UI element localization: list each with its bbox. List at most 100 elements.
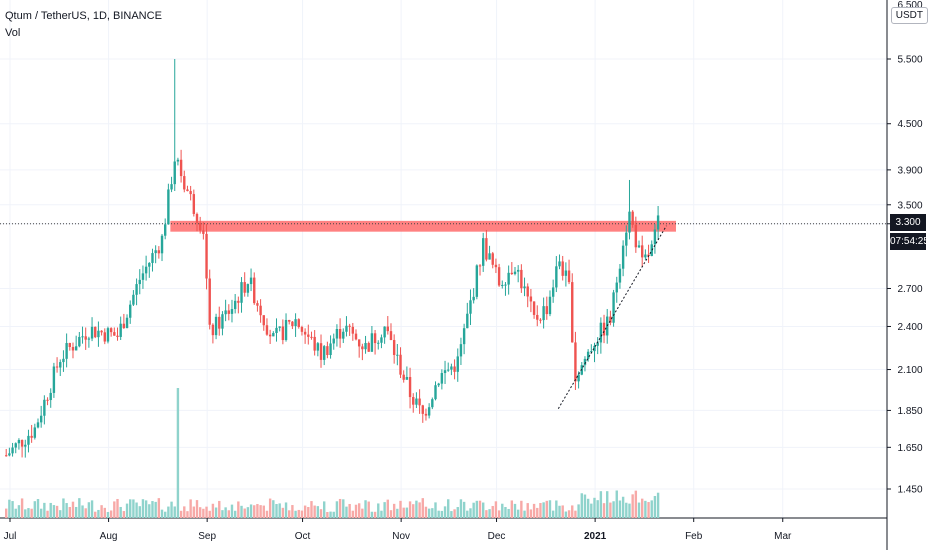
- candle-body: [421, 405, 424, 414]
- candle-body: [198, 222, 202, 231]
- volume-bar: [536, 507, 539, 518]
- candle-body: [609, 316, 612, 323]
- candle-body: [307, 334, 310, 337]
- candle-body: [151, 253, 154, 263]
- volume-bar: [205, 506, 208, 518]
- candle-body: [90, 326, 94, 339]
- candle-body: [618, 268, 622, 283]
- candle-body: [548, 296, 552, 315]
- candle-body: [357, 339, 361, 347]
- candle-body: [450, 366, 453, 370]
- candle-body: [510, 272, 514, 275]
- volume-bar: [329, 511, 332, 518]
- volume-bar: [606, 491, 609, 518]
- candle-body: [513, 271, 517, 275]
- candle-body: [491, 253, 494, 265]
- candle-body: [218, 316, 221, 329]
- candle-body: [561, 261, 564, 276]
- volume-bar: [529, 509, 533, 518]
- volume-indicator-label[interactable]: Vol: [5, 27, 21, 39]
- candle-body: [405, 376, 409, 380]
- volume-bar: [421, 498, 424, 518]
- candle-body: [335, 328, 339, 339]
- currency-button[interactable]: USDT: [890, 7, 928, 24]
- candle-body: [297, 319, 300, 328]
- volume-bar: [621, 496, 625, 518]
- volume-bar: [87, 502, 91, 518]
- candle-body: [427, 407, 431, 416]
- volume-bar: [431, 508, 434, 518]
- volume-bar: [81, 505, 84, 518]
- volume-bar: [453, 509, 456, 518]
- candle-body: [160, 235, 164, 254]
- volume-bar: [39, 508, 43, 518]
- candle-body: [532, 301, 536, 315]
- candle-body: [224, 310, 227, 315]
- candle-body: [377, 342, 380, 344]
- volume-bar: [297, 509, 300, 518]
- candle-body: [135, 284, 138, 295]
- volume-bar: [106, 511, 110, 518]
- volume-bar: [198, 507, 202, 518]
- candle-body: [440, 373, 444, 384]
- price-tick-label: 3.500: [897, 200, 922, 211]
- candle-body: [106, 328, 110, 342]
- candle-body: [399, 354, 402, 375]
- candle-body: [230, 309, 234, 314]
- candle-body: [265, 325, 269, 335]
- volume-bar: [160, 509, 164, 518]
- candle-body: [653, 229, 657, 245]
- volume-bar: [33, 501, 37, 518]
- volume-bar: [218, 500, 221, 518]
- volume-bar: [62, 498, 65, 518]
- time-tick-label: Jul: [4, 531, 17, 542]
- candle-body: [78, 336, 81, 347]
- volume-bar: [272, 500, 275, 518]
- volume-bar: [202, 508, 205, 518]
- candle-body: [332, 338, 335, 344]
- candle-body: [437, 383, 440, 386]
- candle-body: [625, 232, 628, 246]
- candle-body: [345, 325, 348, 332]
- volume-bar: [332, 511, 335, 518]
- volume-bar: [427, 508, 431, 518]
- volume-bar: [46, 510, 49, 518]
- price-tick-label: 3.900: [897, 165, 922, 176]
- candle-body: [323, 346, 326, 360]
- volume-bar: [233, 510, 237, 518]
- volume-bar: [170, 501, 173, 518]
- candle-body: [20, 439, 24, 447]
- candle-body: [113, 332, 116, 336]
- candle-body: [529, 296, 533, 302]
- volume-bar: [224, 507, 227, 518]
- volume-bar: [208, 510, 211, 518]
- volume-bar: [141, 499, 145, 518]
- volume-bar: [100, 505, 103, 518]
- candle-body: [326, 346, 329, 356]
- candle-body: [284, 319, 288, 341]
- volume-bar: [641, 498, 644, 518]
- volume-bar: [294, 510, 297, 518]
- volume-bar: [456, 507, 459, 518]
- candle-body: [459, 344, 463, 357]
- candle-body: [49, 392, 52, 401]
- candle-body: [27, 435, 30, 445]
- volume-bar: [412, 504, 415, 518]
- symbol-title[interactable]: Qtum / TetherUS, 1D, BINANCE: [5, 10, 162, 22]
- price-tick-label: 2.100: [897, 365, 922, 376]
- volume-bar: [370, 511, 374, 518]
- candle-body: [310, 336, 313, 338]
- candle-body: [319, 343, 323, 360]
- candle-body: [195, 213, 199, 223]
- candle-body: [501, 284, 504, 286]
- volume-bar: [466, 510, 469, 518]
- candle-body: [262, 315, 265, 326]
- volume-bar: [240, 505, 243, 518]
- volume-bar: [513, 503, 517, 518]
- resistance-zone: [170, 220, 676, 232]
- candle-body: [555, 266, 558, 288]
- price-tick-label: 4.500: [897, 119, 922, 130]
- volume-bar: [647, 502, 650, 518]
- volume-bar: [545, 500, 548, 518]
